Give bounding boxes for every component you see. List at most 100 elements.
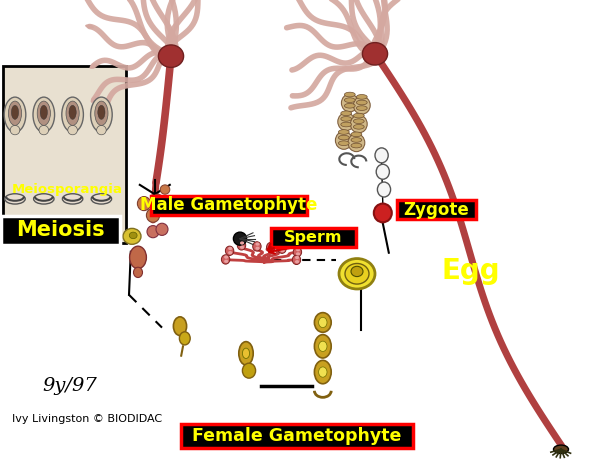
Ellipse shape [69,105,76,119]
Ellipse shape [256,242,260,246]
Ellipse shape [37,101,50,125]
Ellipse shape [351,138,362,142]
Ellipse shape [93,117,100,123]
FancyBboxPatch shape [1,216,120,245]
Ellipse shape [341,117,352,121]
Ellipse shape [160,185,170,194]
FancyBboxPatch shape [151,196,307,215]
Ellipse shape [224,256,228,259]
Ellipse shape [91,96,97,103]
FancyBboxPatch shape [181,424,413,448]
Ellipse shape [351,132,362,137]
Ellipse shape [89,63,97,69]
Ellipse shape [348,134,365,152]
Ellipse shape [375,148,388,163]
Ellipse shape [341,122,352,127]
Ellipse shape [91,194,112,204]
Ellipse shape [156,223,168,235]
Ellipse shape [269,243,274,246]
Ellipse shape [280,245,285,248]
Ellipse shape [68,125,77,135]
Ellipse shape [338,113,355,131]
Ellipse shape [137,197,151,211]
Ellipse shape [353,96,370,114]
Ellipse shape [314,360,331,384]
Ellipse shape [95,101,108,125]
Ellipse shape [242,348,250,358]
Text: Ivy Livingston © BIODIDAC: Ivy Livingston © BIODIDAC [12,414,162,424]
Ellipse shape [345,263,369,284]
Ellipse shape [228,251,232,254]
Ellipse shape [179,332,190,345]
Ellipse shape [256,247,260,250]
Ellipse shape [130,246,146,269]
Ellipse shape [314,335,331,358]
Ellipse shape [239,342,253,365]
Ellipse shape [344,98,355,102]
Ellipse shape [338,130,349,134]
Ellipse shape [338,135,349,140]
Ellipse shape [226,246,234,256]
Ellipse shape [221,255,230,264]
Ellipse shape [66,101,79,125]
Ellipse shape [123,228,141,244]
Ellipse shape [356,100,367,105]
Ellipse shape [353,119,364,124]
Ellipse shape [344,103,355,108]
Ellipse shape [266,242,275,252]
Ellipse shape [351,143,362,148]
Text: Male Gametophyte: Male Gametophyte [140,197,317,214]
Text: Zygote: Zygote [403,201,469,219]
Ellipse shape [242,363,256,378]
Ellipse shape [91,97,112,132]
Ellipse shape [224,260,228,263]
Ellipse shape [146,208,160,222]
Ellipse shape [4,97,26,132]
Ellipse shape [314,313,331,332]
Ellipse shape [158,45,184,67]
Ellipse shape [39,125,49,135]
Ellipse shape [40,105,47,119]
Ellipse shape [350,115,367,133]
Ellipse shape [319,341,327,351]
Ellipse shape [338,141,349,146]
Ellipse shape [351,266,363,277]
Ellipse shape [296,248,300,251]
Text: Sperm: Sperm [284,230,343,245]
Ellipse shape [62,97,83,132]
Ellipse shape [11,105,19,119]
Ellipse shape [296,252,300,256]
Ellipse shape [253,242,261,251]
Ellipse shape [356,95,367,99]
Text: Meiosis: Meiosis [16,220,105,240]
Ellipse shape [356,106,367,110]
Ellipse shape [319,367,327,377]
Text: 9y/97: 9y/97 [42,377,97,395]
Ellipse shape [554,445,569,453]
Ellipse shape [293,248,302,257]
Ellipse shape [129,232,137,239]
Ellipse shape [280,249,285,252]
Text: Female Gametophyte: Female Gametophyte [193,427,401,445]
Ellipse shape [228,247,232,250]
Ellipse shape [8,101,22,125]
Ellipse shape [292,255,301,264]
Ellipse shape [278,244,286,253]
Ellipse shape [34,194,54,204]
Ellipse shape [5,194,25,204]
Ellipse shape [341,94,358,112]
Ellipse shape [153,194,163,204]
Ellipse shape [173,317,187,336]
Bar [3,66,126,243]
Ellipse shape [269,247,274,250]
Ellipse shape [240,246,244,249]
Ellipse shape [335,132,352,149]
Ellipse shape [33,97,55,132]
Ellipse shape [85,24,94,29]
Ellipse shape [319,317,327,328]
Ellipse shape [353,124,364,129]
Ellipse shape [98,105,105,119]
Ellipse shape [147,226,159,238]
Ellipse shape [295,260,299,263]
Ellipse shape [10,125,20,135]
